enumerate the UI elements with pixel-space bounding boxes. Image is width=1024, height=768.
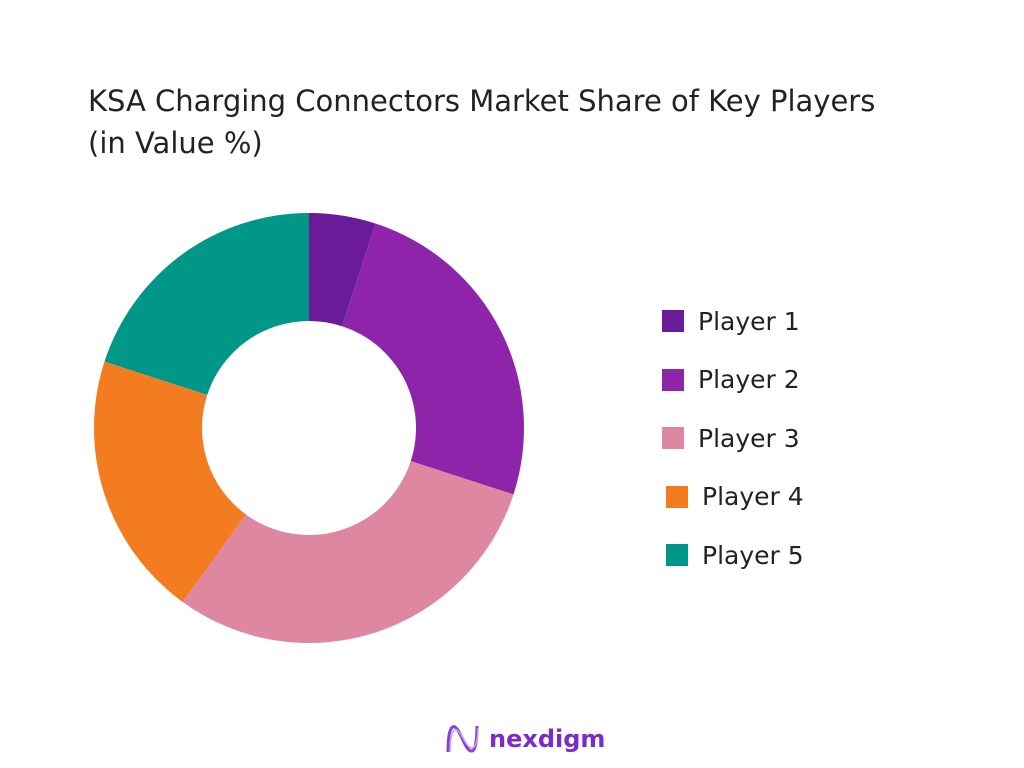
donut-slice-player-5 — [104, 213, 309, 395]
legend-item: Player 5 — [662, 526, 804, 585]
legend-item: Player 3 — [662, 409, 804, 468]
brand-logo: nexdigm — [445, 722, 605, 756]
legend-label: Player 4 — [702, 482, 804, 512]
legend-item: Player 2 — [662, 351, 804, 410]
legend-label: Player 2 — [698, 365, 800, 395]
legend-label: Player 5 — [702, 540, 804, 570]
legend-swatch — [662, 310, 684, 333]
legend-swatch — [666, 544, 688, 567]
chart-title: KSA Charging Connectors Market Share of … — [88, 84, 876, 160]
donut-slice-player-3 — [182, 461, 514, 643]
legend: Player 1 Player 2 Player 3 Player 4 Player 5 — [662, 292, 804, 585]
donut-slice-player-2 — [342, 223, 525, 495]
legend-label: Player 3 — [698, 423, 800, 453]
legend-item: Player 4 — [662, 468, 804, 527]
legend-label: Player 1 — [698, 306, 800, 336]
legend-item: Player 1 — [662, 292, 804, 351]
brand-name: nexdigm — [489, 725, 606, 753]
donut-slice-player-4 — [94, 361, 247, 602]
donut-slice-player-1 — [309, 213, 376, 327]
legend-swatch — [666, 485, 688, 508]
legend-swatch — [662, 427, 684, 450]
legend-swatch — [662, 368, 684, 391]
nexdigm-logo-icon — [446, 725, 479, 753]
